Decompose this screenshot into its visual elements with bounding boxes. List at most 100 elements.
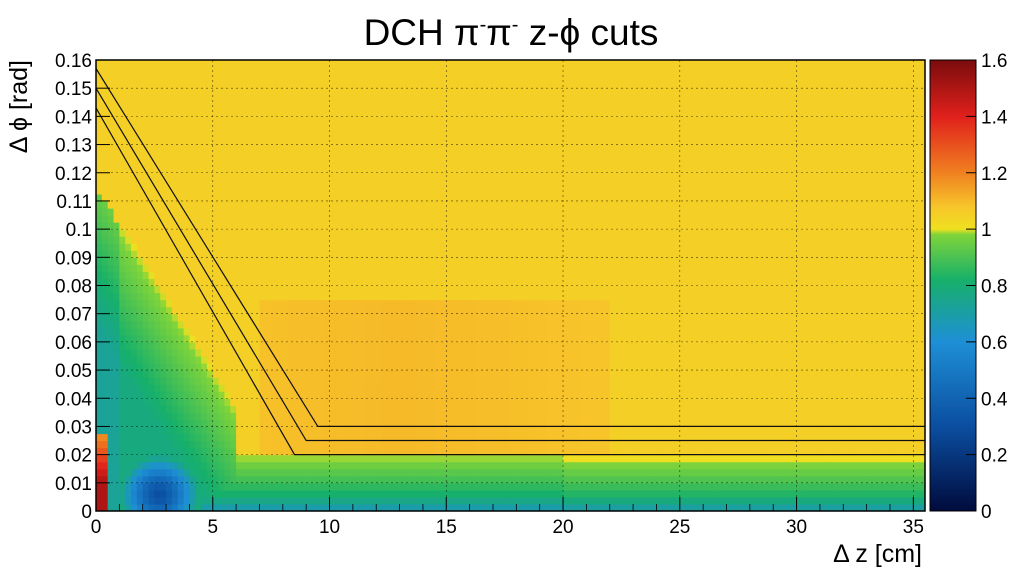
heatmap-cell xyxy=(241,391,249,399)
heatmap-cell xyxy=(306,370,313,378)
heatmap-cell xyxy=(405,222,412,230)
heatmap-cell xyxy=(393,468,401,477)
heatmap-cell xyxy=(241,137,249,146)
heatmap-cell xyxy=(446,285,453,294)
heatmap-cell xyxy=(335,158,342,167)
heatmap-cell xyxy=(475,67,482,75)
heatmap-cell xyxy=(487,292,494,301)
heatmap-cell xyxy=(382,355,389,364)
heatmap-cell xyxy=(131,447,138,456)
heatmap-cell xyxy=(148,257,155,265)
heatmap-cell xyxy=(142,151,150,160)
heatmap-cell xyxy=(329,412,336,420)
heatmap-cell xyxy=(457,454,465,463)
heatmap-cell xyxy=(440,405,447,413)
heatmap-cell xyxy=(195,327,202,336)
heatmap-cell xyxy=(516,60,523,68)
heatmap-cell xyxy=(148,334,155,343)
heatmap-cell xyxy=(306,482,313,491)
heatmap-cell xyxy=(533,405,541,413)
heatmap-cell xyxy=(212,370,220,378)
heatmap-cell xyxy=(160,320,167,329)
heatmap-cell xyxy=(481,468,488,477)
heatmap-cell xyxy=(236,341,243,350)
heatmap-cell xyxy=(265,172,272,181)
heatmap-cell xyxy=(387,144,395,153)
heatmap-cell xyxy=(276,468,284,477)
heatmap-cell xyxy=(358,207,366,216)
heatmap-cell xyxy=(125,299,132,308)
heatmap-cell xyxy=(323,398,331,406)
heatmap-cell xyxy=(259,482,266,491)
heatmap-cell xyxy=(434,151,442,160)
heatmap-cell xyxy=(148,405,155,413)
heatmap-cell xyxy=(533,370,541,378)
heatmap-cell xyxy=(183,334,191,343)
heatmap-cell xyxy=(288,440,296,449)
heatmap-cell xyxy=(236,327,243,336)
heatmap-cell xyxy=(171,123,179,132)
heatmap-cell xyxy=(358,172,366,181)
heatmap-cell xyxy=(171,398,179,406)
heatmap-cell xyxy=(382,67,389,75)
heatmap-cell xyxy=(487,102,494,110)
heatmap-cell xyxy=(136,363,144,371)
heatmap-cell xyxy=(387,482,395,491)
heatmap-cell xyxy=(446,116,453,125)
heatmap-cell xyxy=(317,236,325,244)
heatmap-cell xyxy=(329,299,336,308)
heatmap-cell xyxy=(399,468,407,477)
heatmap-cell xyxy=(282,137,290,146)
heatmap-cell xyxy=(358,461,366,470)
heatmap-cell xyxy=(358,250,366,258)
heatmap-cell xyxy=(469,278,477,287)
heatmap-cell xyxy=(171,292,179,301)
heatmap-cell xyxy=(119,95,126,103)
heatmap-cell xyxy=(96,503,103,511)
heatmap-cell xyxy=(504,370,512,378)
heatmap-cell xyxy=(247,60,255,68)
heatmap-cell xyxy=(463,74,471,82)
heatmap-cell xyxy=(382,165,389,174)
heatmap-cell xyxy=(539,440,547,449)
heatmap-cell xyxy=(510,468,517,477)
heatmap-cell xyxy=(539,348,547,357)
heatmap-cell xyxy=(113,243,120,251)
heatmap-cell xyxy=(522,158,529,167)
heatmap-cell xyxy=(317,179,325,188)
heatmap-cell xyxy=(422,377,430,385)
heatmap-cell xyxy=(312,299,319,308)
heatmap-cell xyxy=(101,229,109,237)
heatmap-cell xyxy=(469,165,477,174)
heatmap-cell xyxy=(422,116,430,125)
heatmap-cell xyxy=(113,377,120,385)
heatmap-cell xyxy=(183,81,191,89)
heatmap-cell xyxy=(101,222,109,230)
heatmap-cell xyxy=(452,384,459,392)
heatmap-cell xyxy=(393,306,401,315)
heatmap-cell xyxy=(282,341,290,350)
heatmap-cell xyxy=(370,151,377,160)
heatmap-cell xyxy=(329,222,336,230)
heatmap-cell xyxy=(428,67,436,75)
heatmap-cell xyxy=(352,355,360,364)
heatmap-cell xyxy=(498,158,506,167)
heatmap-cell xyxy=(218,123,226,132)
heatmap-cell xyxy=(317,158,325,167)
heatmap-cell xyxy=(440,116,447,125)
heatmap-cell xyxy=(463,236,471,244)
heatmap-cell xyxy=(212,327,220,336)
heatmap-cell xyxy=(294,412,301,420)
heatmap-cell xyxy=(417,377,424,385)
heatmap-cell xyxy=(440,341,447,350)
heatmap-cell xyxy=(481,285,488,294)
heatmap-cell xyxy=(545,433,552,442)
heatmap-cell xyxy=(387,320,395,329)
heatmap-cell xyxy=(300,496,307,505)
heatmap-cell xyxy=(335,67,342,75)
heatmap-cell xyxy=(119,454,126,463)
heatmap-cell xyxy=(481,363,488,371)
heatmap-cell xyxy=(294,313,301,322)
heatmap-cell xyxy=(533,313,541,322)
heatmap-cell xyxy=(539,144,547,153)
